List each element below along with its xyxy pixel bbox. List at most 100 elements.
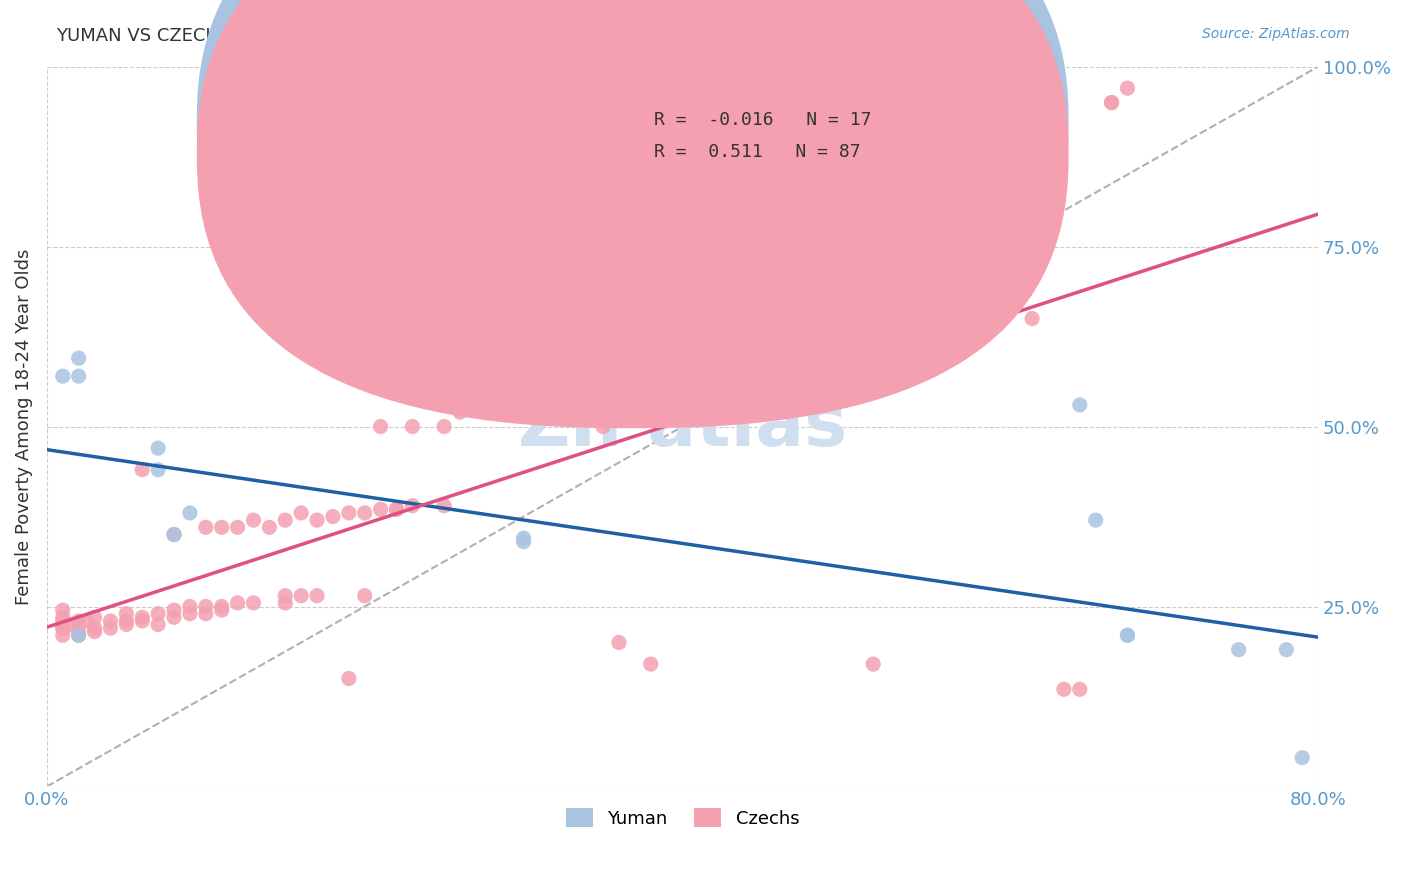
Point <box>401 419 423 434</box>
Point <box>226 520 249 534</box>
Point <box>163 527 186 541</box>
Point <box>290 506 312 520</box>
Point <box>76 614 98 628</box>
Point <box>131 463 153 477</box>
Point <box>512 534 534 549</box>
Point <box>353 589 375 603</box>
Point <box>274 513 297 527</box>
Point <box>751 355 773 369</box>
Point <box>862 657 884 672</box>
Point <box>83 621 105 635</box>
Point <box>322 509 344 524</box>
Point <box>465 347 488 361</box>
Point <box>385 502 408 516</box>
Point <box>1069 398 1091 412</box>
Point <box>718 362 741 376</box>
Point <box>337 672 360 686</box>
Point <box>131 614 153 628</box>
Point <box>337 506 360 520</box>
Point <box>274 589 297 603</box>
Point <box>67 628 90 642</box>
Point <box>1069 682 1091 697</box>
Point <box>67 369 90 384</box>
Point <box>52 621 75 635</box>
Point <box>1053 682 1076 697</box>
Point <box>52 369 75 384</box>
Point <box>290 589 312 603</box>
Text: Source: ZipAtlas.com: Source: ZipAtlas.com <box>1202 27 1350 41</box>
Point <box>242 596 264 610</box>
Point <box>401 499 423 513</box>
Point <box>67 628 90 642</box>
Point <box>512 347 534 361</box>
Point <box>163 610 186 624</box>
Point <box>211 603 233 617</box>
Legend: Yuman, Czechs: Yuman, Czechs <box>558 801 807 835</box>
Point <box>449 405 471 419</box>
Point <box>353 506 375 520</box>
Point <box>988 239 1011 253</box>
Point <box>179 599 201 614</box>
Point <box>59 617 82 632</box>
Point <box>274 596 297 610</box>
Point <box>67 617 90 632</box>
Point <box>305 589 328 603</box>
Point <box>1275 642 1298 657</box>
Point <box>194 520 217 534</box>
Point <box>146 463 169 477</box>
Point <box>115 617 138 632</box>
Point <box>1291 750 1313 764</box>
Point <box>766 333 789 347</box>
Text: YUMAN VS CZECH FEMALE POVERTY AMONG 18-24 YEAR OLDS CORRELATION CHART: YUMAN VS CZECH FEMALE POVERTY AMONG 18-2… <box>56 27 824 45</box>
Point <box>52 621 75 635</box>
Point <box>100 621 122 635</box>
Point <box>83 624 105 639</box>
Point <box>370 502 392 516</box>
Point <box>496 326 519 340</box>
Point <box>194 599 217 614</box>
Point <box>481 384 503 398</box>
Point <box>226 596 249 610</box>
Point <box>433 499 456 513</box>
Point <box>370 419 392 434</box>
Point <box>67 614 90 628</box>
Point <box>671 311 693 326</box>
Point <box>83 610 105 624</box>
Point <box>131 610 153 624</box>
Point <box>52 614 75 628</box>
Point <box>1036 203 1059 218</box>
Point <box>115 607 138 621</box>
Point <box>671 369 693 384</box>
Point <box>242 513 264 527</box>
Point <box>305 513 328 527</box>
Point <box>1084 513 1107 527</box>
Point <box>179 607 201 621</box>
Point <box>67 351 90 366</box>
Point <box>1101 95 1123 110</box>
Point <box>1116 628 1139 642</box>
Point <box>259 520 281 534</box>
Point <box>529 362 551 376</box>
Point <box>1021 311 1043 326</box>
Point <box>1227 642 1250 657</box>
Point <box>146 441 169 455</box>
Text: ZIPatlas: ZIPatlas <box>517 392 848 461</box>
Point <box>592 419 614 434</box>
Point <box>163 527 186 541</box>
Point <box>179 506 201 520</box>
Point <box>163 603 186 617</box>
Point <box>52 628 75 642</box>
Point <box>67 624 90 639</box>
Point <box>115 614 138 628</box>
Point <box>146 617 169 632</box>
Point <box>607 635 630 649</box>
Y-axis label: Female Poverty Among 18-24 Year Olds: Female Poverty Among 18-24 Year Olds <box>15 248 32 605</box>
Text: R =  -0.016   N = 17: R = -0.016 N = 17 <box>654 112 872 129</box>
Point <box>512 384 534 398</box>
Point <box>624 369 647 384</box>
Point <box>433 419 456 434</box>
Point <box>640 657 662 672</box>
Point <box>1116 81 1139 95</box>
Point <box>385 502 408 516</box>
Point <box>1101 95 1123 110</box>
